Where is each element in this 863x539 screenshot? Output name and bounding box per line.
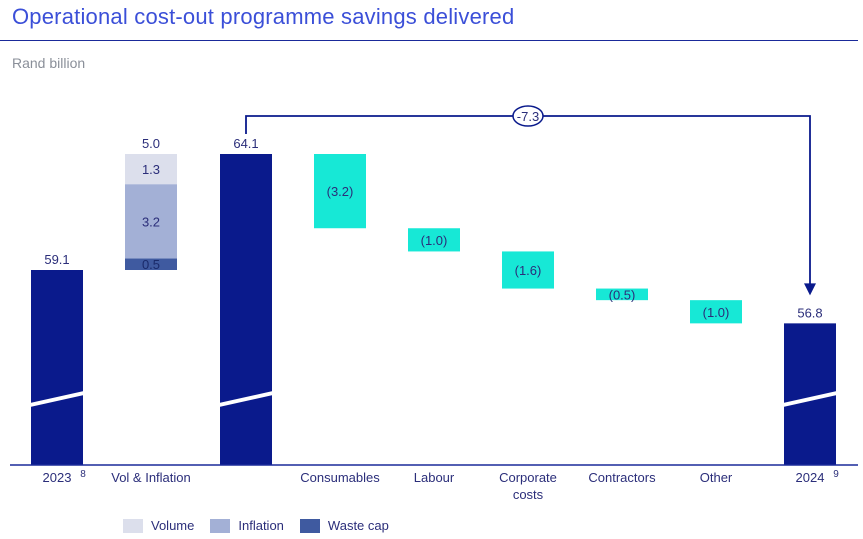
x-tick-label-2024: 2024 <box>796 470 825 485</box>
bar-other <box>690 300 742 324</box>
data-label-contractors: (0.5) <box>609 287 636 302</box>
legend-label-inflation: Inflation <box>238 518 284 533</box>
data-label-consumables: (3.2) <box>327 184 354 199</box>
bar-consumables <box>314 154 366 229</box>
legend-item-volume: Volume <box>123 518 194 533</box>
legend: Volume Inflation Waste cap <box>123 518 389 533</box>
footnote-2023: 8 <box>80 469 86 480</box>
legend-swatch-waste-cap <box>299 518 320 533</box>
x-tick-label-labour: Labour <box>414 470 455 485</box>
chart-title: Operational cost-out programme savings d… <box>12 4 515 29</box>
x-tick-label-consumables: Consumables <box>300 470 380 485</box>
bar-segment-volume <box>125 154 177 185</box>
legend-label-waste-cap: Waste cap <box>327 518 389 533</box>
bridge-value-label: -7.3 <box>517 109 539 124</box>
axis-break-mark-2 <box>219 391 273 407</box>
legend-item-inflation: Inflation <box>210 518 284 533</box>
bar-labour <box>408 228 460 252</box>
x-tick-label-2023: 2023 <box>43 470 72 485</box>
data-label-waste-cap: 0.5 <box>142 257 160 272</box>
bar-2023 <box>31 270 83 465</box>
bridge-arrowhead <box>804 283 816 296</box>
axis-break-mark-0 <box>30 391 84 407</box>
title-divider <box>0 40 858 41</box>
bar-segment-waste-cap <box>125 258 177 270</box>
bar-contractors <box>596 288 648 301</box>
bar-corporate-costs <box>502 251 554 289</box>
bridge-value-badge <box>512 105 544 127</box>
legend-swatch-volume <box>123 518 143 533</box>
data-label-labour: (1.0) <box>421 233 448 248</box>
data-label-2023: 59.1 <box>44 252 69 267</box>
axis-break-mark-8 <box>783 391 837 407</box>
data-label-corporate-costs: (1.6) <box>515 263 542 278</box>
data-label-volume: 1.3 <box>142 162 160 177</box>
footnote-2024: 9 <box>833 469 839 480</box>
x-tick-label-corporate-costs: Corporate costs <box>499 470 557 502</box>
x-tick-label-vol-inflation: Vol & Inflation <box>111 470 191 485</box>
data-label-2024: 56.8 <box>797 305 822 320</box>
bar-segment-inflation <box>125 184 177 259</box>
data-label-subtotal: 64.1 <box>233 136 258 151</box>
legend-item-waste-cap: Waste cap <box>299 518 389 533</box>
legend-label-volume: Volume <box>151 518 195 533</box>
data-label-vol-inflation-total: 5.0 <box>142 136 160 151</box>
x-tick-label-contractors: Contractors <box>588 470 656 485</box>
legend-swatch-inflation <box>210 518 231 533</box>
x-tick-label-other: Other <box>700 470 733 485</box>
unit-label: Rand billion <box>12 55 86 71</box>
data-label-other: (1.0) <box>703 305 730 320</box>
bar-subtotal <box>220 154 272 465</box>
data-label-inflation: 3.2 <box>142 214 160 229</box>
